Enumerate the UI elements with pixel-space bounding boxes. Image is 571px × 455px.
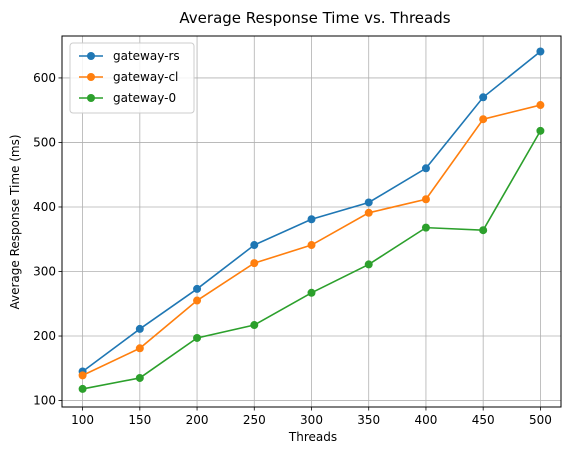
legend: gateway-rs gateway-cl gateway-0 <box>69 42 195 114</box>
x-tick-label: 250 <box>243 413 266 427</box>
x-axis-label: Threads <box>288 430 337 444</box>
data-point <box>135 324 144 333</box>
x-tick-label: 500 <box>529 413 552 427</box>
x-tick-label: 200 <box>186 413 209 427</box>
data-point <box>307 288 316 297</box>
legend-entry: gateway-rs <box>79 49 180 63</box>
legend-label: gateway-cl <box>113 70 178 84</box>
data-point <box>193 284 202 293</box>
data-point <box>193 296 202 305</box>
x-axis: 100 150 200 250 300 350 400 450 500 <box>71 407 552 427</box>
y-tick-label: 100 <box>33 394 56 408</box>
legend-label: gateway-rs <box>113 49 180 63</box>
x-tick-label: 450 <box>472 413 495 427</box>
legend-entry: gateway-cl <box>79 70 178 84</box>
x-tick-label: 150 <box>128 413 151 427</box>
y-axis: 100 200 300 400 500 600 <box>33 71 62 408</box>
data-point <box>479 115 488 124</box>
y-tick-label: 200 <box>33 329 56 343</box>
data-point <box>364 260 373 269</box>
series-layer <box>78 47 545 393</box>
data-point <box>78 384 87 393</box>
data-point <box>250 321 259 330</box>
x-tick-label: 300 <box>300 413 323 427</box>
data-point <box>135 344 144 353</box>
series-gateway-cl <box>78 101 545 380</box>
data-point <box>421 164 430 173</box>
data-point <box>479 93 488 102</box>
legend-marker <box>87 94 95 102</box>
legend-marker <box>87 52 95 60</box>
y-tick-label: 500 <box>33 135 56 149</box>
data-point <box>421 223 430 232</box>
x-tick-label: 100 <box>71 413 94 427</box>
y-tick-label: 400 <box>33 200 56 214</box>
data-point <box>364 208 373 217</box>
legend-box <box>69 42 195 114</box>
data-point <box>250 241 259 250</box>
data-point <box>421 195 430 204</box>
series-gateway-0 <box>78 126 545 393</box>
legend-label: gateway-0 <box>113 91 176 105</box>
y-axis-label: Average Response Time (ms) <box>8 134 22 309</box>
x-tick-label: 400 <box>414 413 437 427</box>
data-point <box>78 371 87 380</box>
data-point <box>536 47 545 56</box>
data-point <box>135 373 144 382</box>
data-point <box>250 259 259 268</box>
data-point <box>536 126 545 135</box>
data-point <box>536 101 545 110</box>
data-point <box>307 241 316 250</box>
legend-marker <box>87 73 95 81</box>
data-point <box>193 333 202 342</box>
x-tick-label: 350 <box>357 413 380 427</box>
data-point <box>479 226 488 235</box>
y-tick-label: 600 <box>33 71 56 85</box>
legend-entry: gateway-0 <box>79 91 176 105</box>
data-point <box>307 215 316 224</box>
chart-title: Average Response Time vs. Threads <box>179 9 450 27</box>
data-point <box>364 198 373 207</box>
y-tick-label: 300 <box>33 265 56 279</box>
